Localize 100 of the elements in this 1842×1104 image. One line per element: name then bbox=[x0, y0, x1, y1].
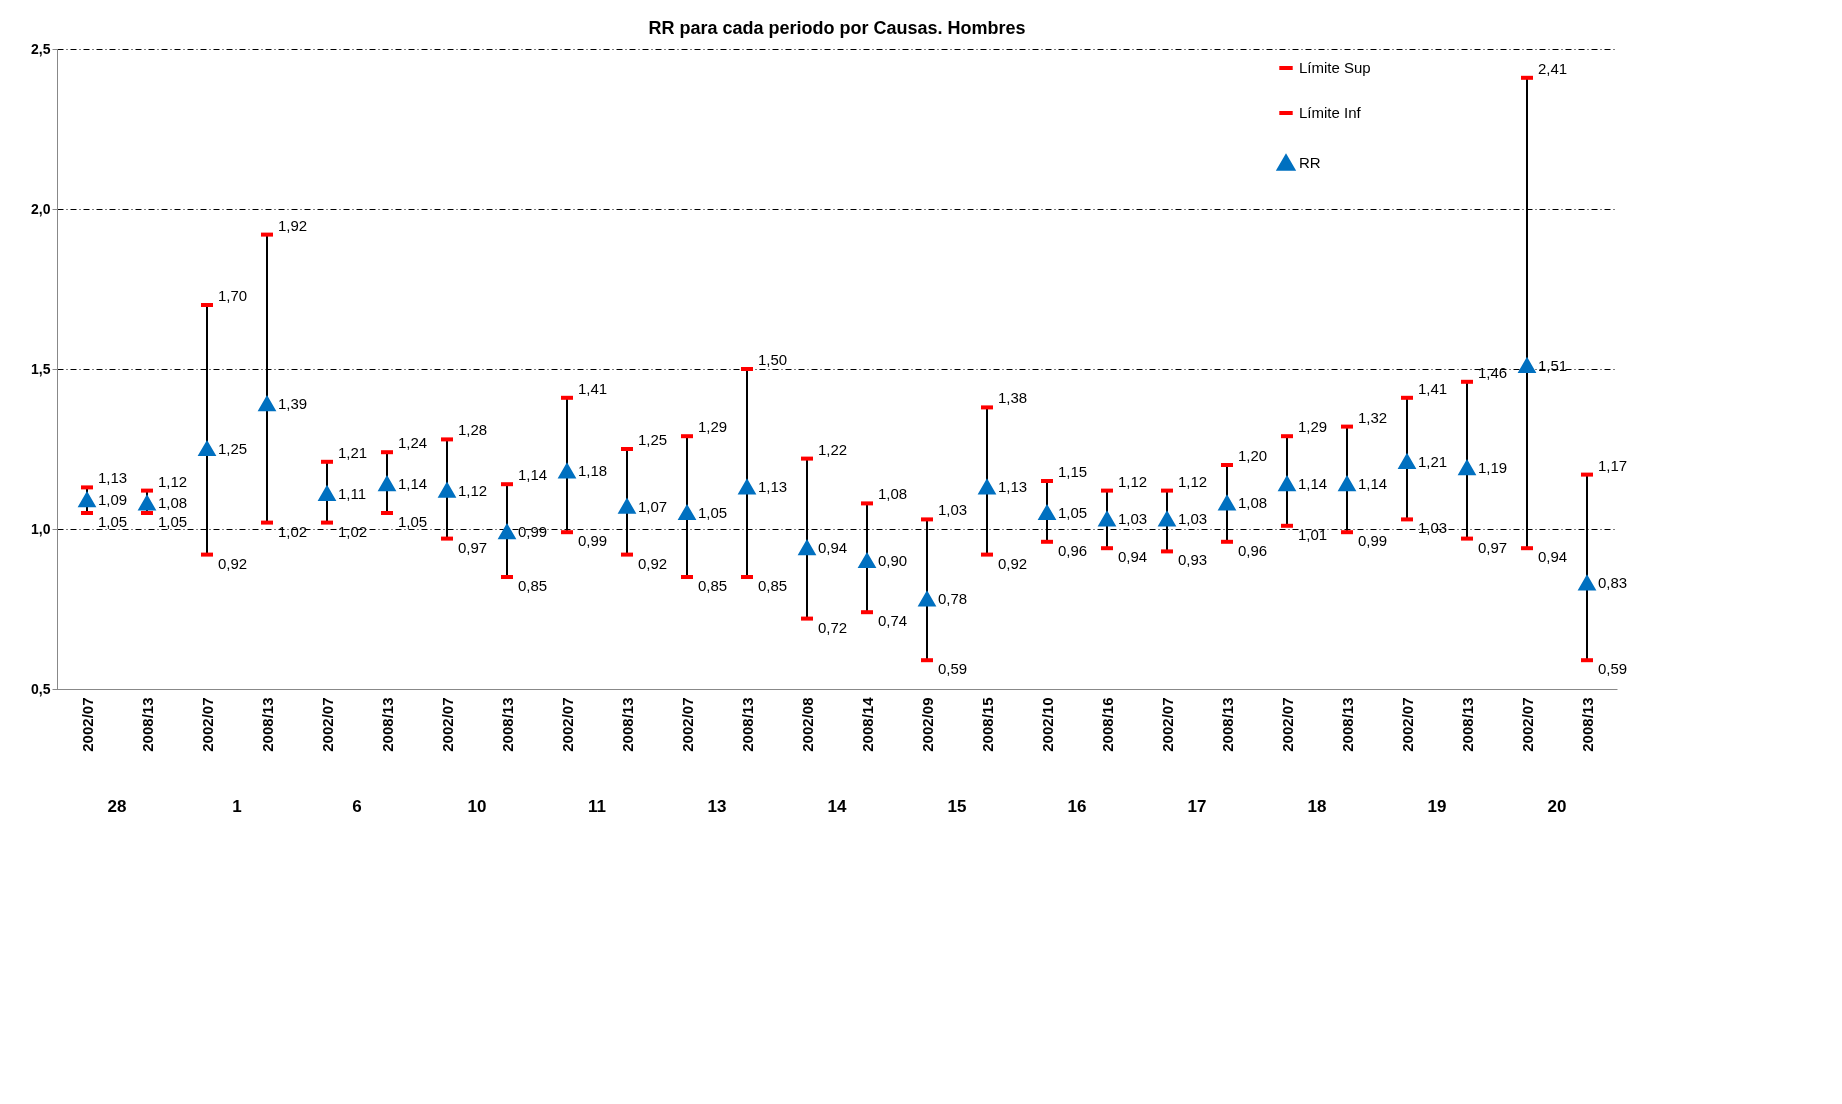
x-tick-label: 2002/07 bbox=[1278, 697, 1296, 752]
text: 6 bbox=[352, 797, 362, 816]
text: 19 bbox=[1427, 797, 1447, 816]
text: 10 bbox=[467, 797, 487, 816]
point bbox=[679, 505, 695, 521]
point bbox=[619, 499, 635, 514]
text: 20 bbox=[1547, 797, 1567, 816]
data-label: 0,90 bbox=[878, 552, 908, 569]
data-label: 0,94 bbox=[818, 539, 848, 557]
data-label: 1,09 bbox=[98, 491, 128, 509]
legend-label: Límite Sup bbox=[1299, 59, 1371, 76]
data-label: 1,14 bbox=[1358, 475, 1388, 493]
y-tick-label: 2,0 bbox=[31, 200, 51, 217]
point bbox=[1099, 512, 1115, 527]
data-label: 2,41 bbox=[1538, 59, 1568, 77]
y-tick-label: 0,5 bbox=[31, 680, 51, 697]
data-label: 1,14 bbox=[518, 466, 548, 484]
data-label: 1,38 bbox=[998, 389, 1028, 407]
data-label: 1,03 bbox=[938, 501, 968, 519]
legend-label: Límite Inf bbox=[1299, 104, 1362, 121]
point bbox=[199, 441, 215, 457]
x-tick-label: 2002/07 bbox=[198, 697, 216, 752]
data-label: 1,12 bbox=[1118, 472, 1148, 490]
data-label: 0,92 bbox=[218, 554, 248, 572]
data-label: 1,11 bbox=[338, 484, 367, 502]
point bbox=[559, 464, 575, 479]
data-label: 1,41 bbox=[1418, 379, 1448, 397]
point bbox=[499, 525, 515, 540]
x-tick-label: 2002/07 bbox=[1158, 697, 1176, 752]
data-label: 1,05 bbox=[158, 513, 188, 530]
data-label: 1,05 bbox=[1058, 504, 1088, 521]
data-label: 0,94 bbox=[1118, 548, 1148, 566]
data-label: 0,85 bbox=[758, 577, 788, 594]
data-label: 1,12 bbox=[1178, 472, 1208, 490]
data-label: 0,59 bbox=[938, 660, 968, 678]
data-label: 1,20 bbox=[1238, 447, 1268, 464]
data-label: 1,02 bbox=[278, 522, 308, 540]
data-label: 1,01 bbox=[1298, 525, 1328, 543]
data-label: 1,13 bbox=[758, 478, 788, 496]
data-label: 0,97 bbox=[1478, 538, 1508, 556]
data-label: 1,13 bbox=[98, 469, 128, 487]
x-tick-label: 2008/13 bbox=[258, 697, 276, 752]
x-tick-label: 2002/07 bbox=[78, 697, 96, 752]
text: 11 bbox=[588, 797, 606, 816]
x-tick-label: 2002/08 bbox=[798, 697, 816, 752]
data-label: 0,99 bbox=[518, 523, 548, 541]
point bbox=[139, 496, 155, 511]
x-tick-label: 2008/13 bbox=[378, 697, 396, 752]
x-tick-label: 2002/10 bbox=[1038, 697, 1056, 752]
data-label: 0,96 bbox=[1238, 541, 1268, 559]
data-label: 0,97 bbox=[458, 538, 488, 556]
point bbox=[1519, 358, 1535, 373]
data-label: 1,70 bbox=[218, 287, 248, 304]
data-label: 1,51 bbox=[1538, 356, 1568, 374]
x-tick-label: 2002/07 bbox=[1518, 697, 1536, 752]
y-tick-label: 1,0 bbox=[31, 520, 51, 537]
x-tick-label: 2008/15 bbox=[978, 697, 996, 752]
data-label: 1,02 bbox=[338, 522, 368, 540]
data-label: 1,14 bbox=[1298, 475, 1328, 493]
data-label: 0,83 bbox=[1598, 574, 1628, 592]
x-tick-label: 2008/14 bbox=[858, 696, 876, 752]
data-label: 0,99 bbox=[1358, 532, 1388, 550]
text: 1 bbox=[232, 797, 242, 816]
text: 15 bbox=[947, 797, 967, 816]
x-tick-label: 2002/09 bbox=[918, 697, 936, 752]
point bbox=[439, 483, 455, 498]
x-tick-label: 2002/07 bbox=[678, 697, 696, 752]
x-tick-label: 2008/13 bbox=[1578, 697, 1596, 752]
data-label: 1,19 bbox=[1478, 459, 1508, 477]
data-label: 1,32 bbox=[1358, 408, 1388, 426]
x-tick-label: 2008/13 bbox=[498, 697, 516, 752]
legend-label: RR bbox=[1299, 154, 1321, 171]
point bbox=[799, 541, 815, 556]
x-tick-label: 2002/07 bbox=[318, 697, 336, 752]
data-label: 1,28 bbox=[458, 421, 488, 439]
data-label: 1,12 bbox=[158, 472, 188, 490]
data-label: 1,29 bbox=[698, 418, 728, 436]
data-label: 1,03 bbox=[1418, 519, 1448, 537]
text: 14 bbox=[827, 797, 847, 816]
data-label: 1,18 bbox=[578, 462, 608, 480]
data-label: 1,05 bbox=[398, 513, 428, 530]
x-tick-label: 2008/13 bbox=[1458, 697, 1476, 752]
point bbox=[1399, 454, 1415, 469]
data-label: 1,08 bbox=[1238, 494, 1268, 512]
data-label: 1,92 bbox=[278, 216, 308, 234]
data-label: 0,85 bbox=[698, 577, 728, 594]
data-label: 1,08 bbox=[158, 494, 188, 512]
point bbox=[919, 592, 935, 607]
data-label: 1,46 bbox=[1478, 363, 1508, 381]
x-tick-label: 2002/07 bbox=[1398, 697, 1416, 752]
data-label: 1,17 bbox=[1598, 456, 1628, 474]
data-label: 1,13 bbox=[998, 478, 1028, 496]
x-tick-label: 2008/13 bbox=[1338, 697, 1356, 752]
data-label: 1,03 bbox=[1178, 510, 1208, 528]
x-tick-label: 2008/13 bbox=[138, 697, 156, 752]
x-tick-label: 2002/07 bbox=[558, 697, 576, 752]
data-label: 1,29 bbox=[1298, 418, 1328, 436]
y-tick-label: 2,5 bbox=[31, 40, 51, 57]
data-label: 1,25 bbox=[218, 440, 248, 457]
x-tick-label: 2008/16 bbox=[1098, 697, 1116, 752]
